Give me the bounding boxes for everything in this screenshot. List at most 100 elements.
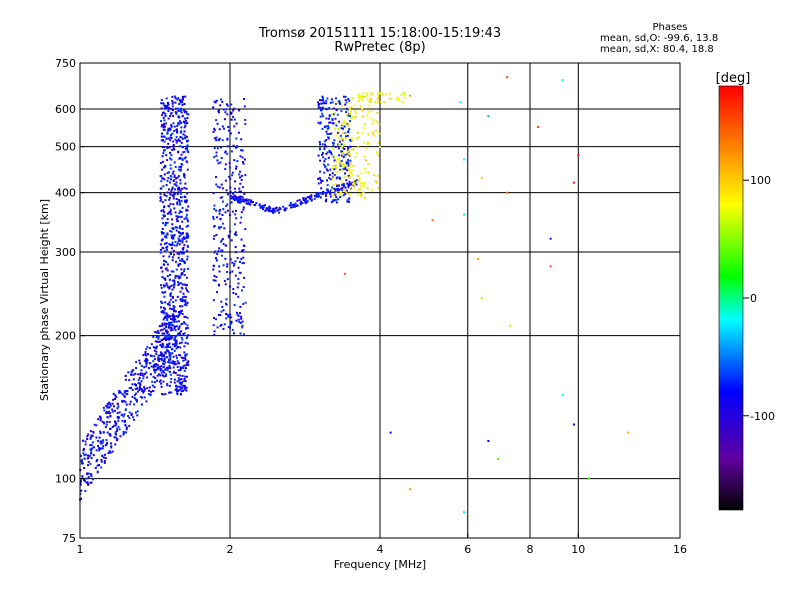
data-point bbox=[323, 101, 326, 104]
data-point bbox=[177, 191, 180, 194]
data-point bbox=[160, 239, 163, 242]
data-point bbox=[233, 187, 236, 190]
data-point bbox=[284, 207, 286, 210]
data-point bbox=[336, 131, 339, 134]
data-point bbox=[319, 99, 321, 102]
data-point bbox=[150, 355, 153, 358]
data-point bbox=[358, 188, 361, 191]
data-point bbox=[89, 481, 92, 484]
data-point bbox=[156, 330, 159, 333]
data-point bbox=[139, 383, 142, 386]
data-point bbox=[95, 449, 98, 452]
data-point bbox=[357, 146, 360, 149]
data-point bbox=[345, 111, 348, 113]
data-point bbox=[169, 373, 172, 376]
data-point bbox=[172, 301, 175, 304]
data-point bbox=[157, 331, 160, 334]
data-point bbox=[154, 346, 157, 349]
data-point bbox=[223, 118, 226, 121]
data-point bbox=[176, 392, 179, 395]
data-point bbox=[220, 226, 223, 228]
data-point bbox=[162, 312, 165, 315]
data-point bbox=[213, 129, 216, 132]
data-point bbox=[356, 131, 359, 134]
data-point bbox=[245, 198, 248, 201]
data-point bbox=[159, 161, 162, 164]
data-point bbox=[157, 366, 160, 369]
data-point bbox=[102, 441, 105, 444]
data-point bbox=[134, 383, 136, 386]
data-point bbox=[344, 192, 347, 195]
data-point bbox=[156, 374, 159, 377]
data-point bbox=[357, 95, 360, 98]
data-point bbox=[186, 301, 189, 304]
data-point bbox=[87, 476, 90, 479]
data-point bbox=[109, 427, 112, 430]
data-point bbox=[101, 447, 104, 450]
data-point bbox=[229, 230, 232, 233]
data-point bbox=[104, 457, 107, 460]
data-point bbox=[325, 102, 328, 105]
data-point bbox=[151, 380, 154, 383]
data-point bbox=[213, 127, 216, 130]
data-point bbox=[185, 140, 188, 143]
data-point bbox=[109, 434, 112, 437]
data-point bbox=[185, 213, 188, 216]
data-point bbox=[181, 237, 184, 240]
data-point bbox=[167, 110, 170, 113]
data-point bbox=[84, 443, 87, 446]
data-point bbox=[102, 445, 105, 448]
data-point bbox=[164, 325, 167, 328]
data-point bbox=[234, 274, 237, 277]
data-point bbox=[180, 323, 183, 326]
data-point bbox=[166, 221, 169, 224]
data-point bbox=[355, 152, 358, 155]
data-point bbox=[161, 270, 164, 273]
data-point bbox=[325, 130, 328, 133]
data-point bbox=[340, 180, 343, 183]
data-point bbox=[382, 93, 384, 96]
data-point bbox=[162, 231, 165, 234]
data-point bbox=[341, 154, 344, 157]
data-point bbox=[248, 198, 251, 201]
data-point bbox=[240, 138, 243, 141]
data-point bbox=[186, 209, 189, 212]
data-point bbox=[342, 140, 344, 143]
data-point bbox=[334, 189, 337, 192]
data-point bbox=[186, 258, 189, 261]
data-point bbox=[169, 381, 172, 384]
data-point bbox=[185, 353, 188, 356]
data-point bbox=[183, 103, 186, 105]
data-point bbox=[239, 155, 242, 158]
data-point bbox=[354, 180, 357, 183]
data-point bbox=[355, 183, 358, 186]
data-point bbox=[242, 262, 245, 265]
data-point bbox=[184, 283, 186, 286]
data-point bbox=[335, 176, 338, 179]
data-point bbox=[159, 175, 162, 177]
data-point bbox=[125, 426, 128, 429]
data-point bbox=[125, 431, 128, 434]
data-point bbox=[344, 176, 347, 179]
data-point bbox=[124, 401, 127, 404]
data-point bbox=[332, 174, 335, 177]
data-point bbox=[221, 238, 224, 240]
data-point bbox=[343, 164, 346, 167]
data-point bbox=[80, 460, 83, 463]
data-point bbox=[168, 286, 171, 289]
data-point bbox=[572, 181, 575, 184]
data-point bbox=[174, 138, 177, 141]
data-point bbox=[255, 202, 258, 205]
data-point bbox=[131, 388, 134, 391]
data-point bbox=[238, 187, 241, 190]
data-point bbox=[163, 194, 166, 197]
data-point bbox=[183, 303, 186, 306]
data-point bbox=[240, 174, 243, 177]
data-point bbox=[361, 98, 364, 101]
data-point bbox=[180, 211, 183, 213]
data-point bbox=[183, 321, 185, 324]
data-point bbox=[89, 444, 92, 447]
data-point bbox=[90, 475, 93, 478]
data-point bbox=[173, 191, 176, 194]
data-point bbox=[319, 179, 322, 182]
